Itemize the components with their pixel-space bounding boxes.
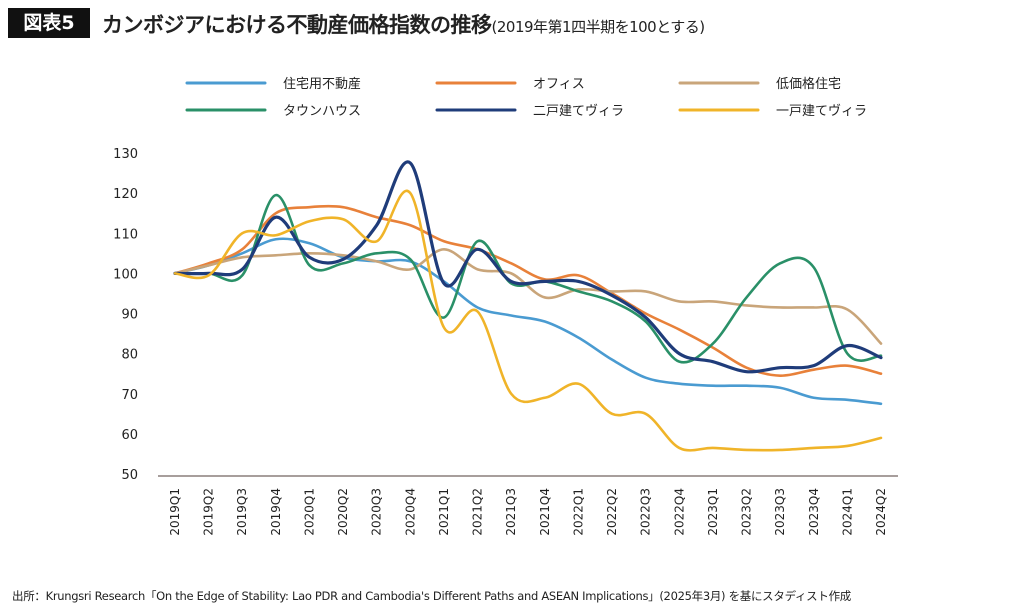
x-tick-label: 2020Q4 — [403, 488, 417, 536]
x-tick-label: 2020Q3 — [370, 488, 384, 536]
series-line — [173, 160, 883, 374]
x-tick-label: 2023Q4 — [807, 488, 821, 536]
x-tick-label: 2021Q4 — [538, 488, 552, 536]
y-tick-label: 130 — [113, 147, 138, 162]
legend-label: 二戸建てヴィラ — [533, 103, 624, 119]
x-tick-label: 2024Q1 — [840, 488, 854, 536]
series-line — [173, 204, 883, 377]
x-tick-label: 2020Q1 — [302, 488, 316, 536]
x-tick-label: 2024Q2 — [874, 488, 888, 536]
x-tick-label: 2022Q3 — [639, 488, 653, 536]
x-tick-label: 2020Q2 — [336, 488, 350, 536]
chart-title: カンボジアにおける不動産価格指数の推移(2019年第1四半期を100とする) — [102, 9, 705, 39]
x-tick-label: 2021Q3 — [504, 488, 518, 536]
y-tick-label: 90 — [121, 308, 138, 323]
series-line — [173, 237, 883, 406]
y-tick-label: 50 — [121, 468, 138, 483]
y-tick-label: 120 — [113, 187, 138, 202]
series-line — [173, 247, 883, 345]
x-tick-label: 2019Q2 — [202, 488, 216, 536]
x-tick-label: 2019Q4 — [269, 488, 283, 536]
legend-label: タウンハウス — [283, 104, 361, 119]
y-tick-label: 60 — [121, 428, 138, 443]
x-tick-label: 2019Q1 — [168, 488, 182, 536]
x-tick-label: 2021Q2 — [471, 488, 485, 536]
y-tick-label: 110 — [113, 227, 138, 242]
figure-badge: 図表5 — [8, 8, 90, 38]
series-line — [173, 189, 883, 452]
x-tick-label: 2023Q2 — [740, 488, 754, 536]
y-tick-label: 80 — [121, 348, 138, 363]
legend-label: 一戸建てヴィラ — [776, 103, 867, 119]
title-subtitle: (2019年第1四半期を100とする) — [491, 18, 706, 36]
x-tick-label: 2023Q3 — [773, 488, 787, 536]
x-tick-label: 2023Q1 — [706, 488, 720, 536]
legend-label: オフィス — [533, 77, 585, 92]
x-tick-label: 2022Q4 — [672, 488, 686, 536]
x-tick-label: 2021Q1 — [437, 488, 451, 536]
source-note: 出所：Krungsri Research「On the Edge of Stab… — [12, 589, 851, 603]
x-tick-label: 2019Q3 — [235, 488, 249, 536]
series-line — [173, 193, 883, 364]
y-tick-label: 70 — [121, 388, 138, 403]
y-tick-label: 100 — [113, 267, 138, 282]
legend-label: 住宅用不動産 — [283, 76, 361, 92]
x-tick-label: 2022Q2 — [605, 488, 619, 536]
legend-label: 低価格住宅 — [776, 76, 841, 92]
title-main: カンボジアにおける不動産価格指数の推移 — [102, 13, 492, 37]
x-tick-label: 2022Q1 — [571, 488, 585, 536]
